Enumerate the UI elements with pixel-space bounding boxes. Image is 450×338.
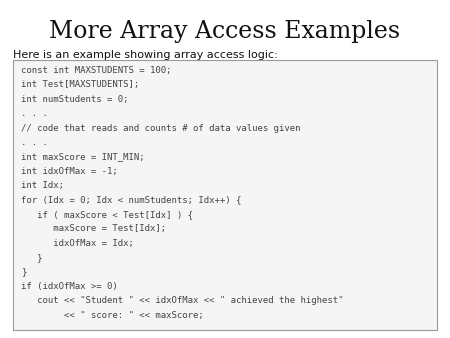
- Text: int Idx;: int Idx;: [21, 181, 64, 190]
- Text: int Test[MAXSTUDENTS];: int Test[MAXSTUDENTS];: [21, 80, 139, 89]
- Text: int numStudents = 0;: int numStudents = 0;: [21, 95, 129, 104]
- Text: . . .: . . .: [21, 109, 48, 118]
- Text: idxOfMax = Idx;: idxOfMax = Idx;: [21, 239, 134, 248]
- Text: if ( maxScore < Test[Idx] ) {: if ( maxScore < Test[Idx] ) {: [21, 210, 193, 219]
- Text: int idxOfMax = -1;: int idxOfMax = -1;: [21, 167, 118, 176]
- Text: }: }: [21, 267, 27, 276]
- Text: << " score: " << maxScore;: << " score: " << maxScore;: [21, 311, 204, 320]
- Text: More Array Access Examples: More Array Access Examples: [50, 20, 400, 43]
- Text: int maxScore = INT_MIN;: int maxScore = INT_MIN;: [21, 152, 144, 161]
- Text: const int MAXSTUDENTS = 100;: const int MAXSTUDENTS = 100;: [21, 66, 171, 75]
- Text: if (idxOfMax >= 0): if (idxOfMax >= 0): [21, 282, 118, 291]
- Text: }: }: [21, 253, 42, 262]
- Text: cout << "Student " << idxOfMax << " achieved the highest": cout << "Student " << idxOfMax << " achi…: [21, 296, 343, 305]
- Text: . . .: . . .: [21, 138, 48, 147]
- Bar: [13, 60, 437, 330]
- Text: // code that reads and counts # of data values given: // code that reads and counts # of data …: [21, 124, 301, 132]
- Text: maxScore = Test[Idx];: maxScore = Test[Idx];: [21, 224, 166, 233]
- Text: for (Idx = 0; Idx < numStudents; Idx++) {: for (Idx = 0; Idx < numStudents; Idx++) …: [21, 195, 241, 204]
- Text: Here is an example showing array access logic:: Here is an example showing array access …: [13, 50, 278, 60]
